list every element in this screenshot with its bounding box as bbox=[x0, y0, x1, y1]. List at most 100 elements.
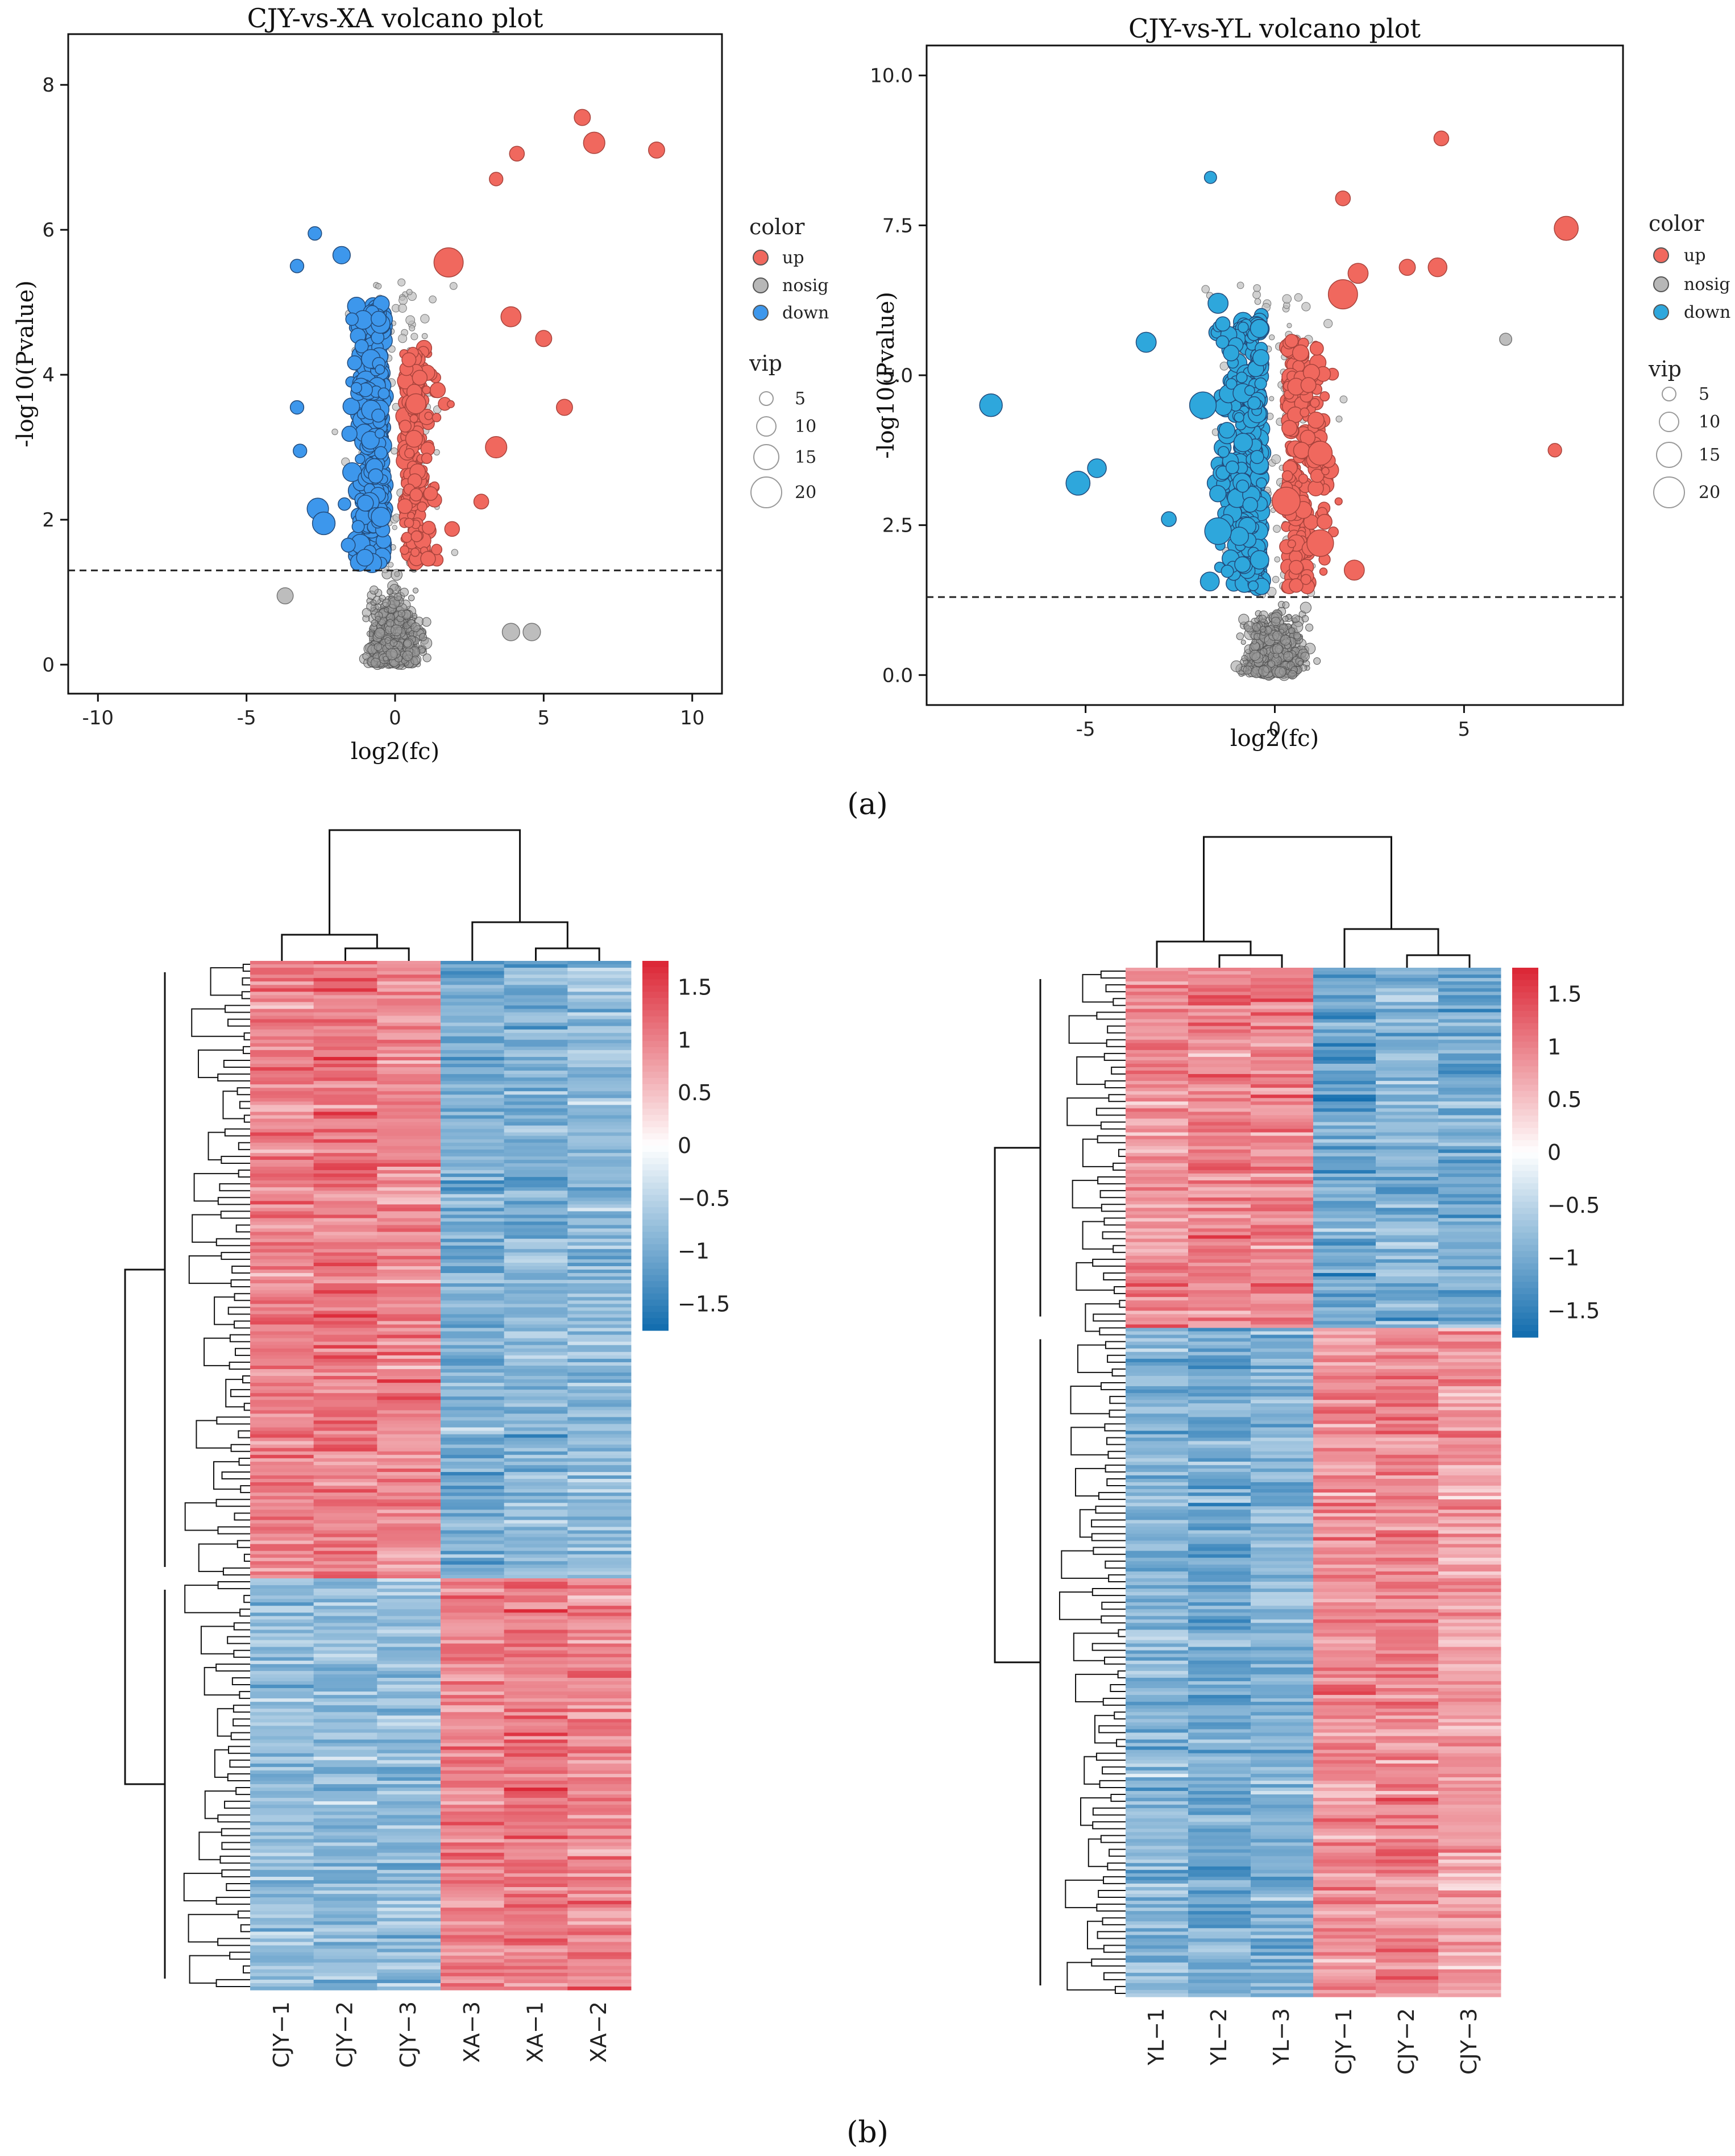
point-nosig bbox=[1269, 334, 1275, 341]
heatmap-cell bbox=[504, 1908, 568, 1912]
heatmap-cell bbox=[441, 1798, 505, 1802]
heatmap-row bbox=[250, 995, 632, 999]
point-nosig bbox=[375, 616, 381, 622]
point-up bbox=[401, 352, 417, 367]
heatmap-cell bbox=[441, 1369, 505, 1373]
heatmap-cell bbox=[567, 1067, 632, 1071]
heatmap-cell bbox=[441, 1564, 505, 1569]
heatmap-row bbox=[250, 1606, 632, 1610]
heatmap-cell bbox=[377, 1077, 441, 1081]
heatmap-cell bbox=[377, 1815, 441, 1819]
point-down bbox=[1215, 335, 1230, 349]
heatmap-cell bbox=[567, 1139, 632, 1143]
color-scale-step bbox=[642, 1151, 669, 1159]
heatmap-cell bbox=[250, 1606, 314, 1610]
heatmap-cell bbox=[250, 1156, 314, 1160]
heatmap-cell bbox=[441, 1835, 505, 1840]
heatmap-row bbox=[250, 1722, 632, 1727]
heatmap-cell bbox=[567, 1071, 632, 1075]
heatmap-cell bbox=[441, 1736, 505, 1740]
heatmap-cell bbox=[504, 1245, 568, 1250]
heatmap-cell bbox=[250, 1763, 314, 1768]
point-up bbox=[509, 146, 525, 162]
heatmap-cell bbox=[504, 1074, 568, 1078]
heatmap-cell bbox=[504, 992, 568, 996]
heatmap-cell bbox=[441, 1002, 505, 1006]
heatmap-cell bbox=[441, 1633, 505, 1637]
heatmap-cell bbox=[313, 1633, 377, 1637]
row-dendrogram-branch bbox=[215, 1663, 250, 1672]
color-scale-step bbox=[642, 1090, 669, 1097]
heatmap-row bbox=[250, 1959, 632, 1963]
heatmap-cell bbox=[250, 1019, 314, 1023]
color-scale-step bbox=[642, 1084, 669, 1091]
heatmap-cell bbox=[504, 1139, 568, 1143]
heatmap-cell bbox=[567, 1640, 632, 1644]
heatmap-cell bbox=[441, 1211, 505, 1216]
heatmap-row bbox=[250, 1948, 632, 1953]
legend-up-marker bbox=[1653, 247, 1669, 263]
color-scale-step bbox=[642, 1047, 669, 1054]
heatmap-cell bbox=[377, 1595, 441, 1599]
heatmap-row bbox=[250, 1743, 632, 1747]
heatmap-cell bbox=[250, 1647, 314, 1651]
heatmap-cell bbox=[313, 1163, 377, 1167]
point-nosig bbox=[1499, 333, 1513, 346]
heatmap-cell bbox=[504, 1883, 568, 1888]
heatmap-row bbox=[250, 1019, 632, 1023]
heatmap-cell bbox=[377, 1482, 441, 1486]
heatmap-cell bbox=[250, 1376, 314, 1380]
heatmap-cell bbox=[250, 1479, 314, 1483]
heatmap-row bbox=[250, 1829, 632, 1833]
heatmap-cell bbox=[441, 1791, 505, 1795]
heatmap-cell bbox=[377, 1533, 441, 1538]
heatmap-cell bbox=[377, 1647, 441, 1651]
heatmap-row bbox=[250, 1077, 632, 1081]
heatmap-cell bbox=[250, 1832, 314, 1836]
heatmap-cell bbox=[567, 1348, 632, 1353]
heatmap-cell bbox=[313, 1314, 377, 1319]
heatmap-cell bbox=[504, 1365, 568, 1370]
heatmap-cell bbox=[313, 1033, 377, 1037]
heatmap-row bbox=[250, 1441, 632, 1445]
heatmap-cell bbox=[313, 1969, 377, 1973]
heatmap-row bbox=[250, 1938, 632, 1943]
heatmap-cell bbox=[377, 988, 441, 992]
heatmap-row bbox=[250, 1592, 632, 1596]
heatmap-cell bbox=[441, 1396, 505, 1400]
heatmap-cell bbox=[504, 1390, 568, 1394]
heatmap-cell bbox=[250, 1496, 314, 1500]
heatmap-cell bbox=[313, 1626, 377, 1631]
heatmap-cell bbox=[250, 1262, 314, 1267]
point-nosig bbox=[398, 304, 407, 313]
heatmap-cell bbox=[250, 1709, 314, 1713]
heatmap-cell bbox=[377, 1214, 441, 1219]
heatmap-cell bbox=[567, 1691, 632, 1695]
heatmap-cell bbox=[313, 1071, 377, 1075]
heatmap-cell bbox=[313, 1773, 377, 1778]
heatmap-cell bbox=[441, 1060, 505, 1064]
heatmap-cell bbox=[441, 1345, 505, 1349]
heatmap-cell bbox=[441, 1026, 505, 1030]
row-dendrogram-branch bbox=[243, 1403, 250, 1411]
heatmap-cell bbox=[441, 961, 505, 965]
heatmap-cell bbox=[313, 1489, 377, 1493]
heatmap-cell bbox=[377, 1938, 441, 1943]
heatmap-cell bbox=[250, 1152, 314, 1157]
heatmap-cell bbox=[377, 1540, 441, 1545]
heatmap-cell bbox=[250, 1612, 314, 1616]
heatmap-cell bbox=[377, 1468, 441, 1473]
heatmap-cell bbox=[504, 1516, 568, 1521]
heatmap-cell bbox=[377, 1969, 441, 1973]
heatmap-cell bbox=[504, 1454, 568, 1459]
heatmap-cell bbox=[377, 1046, 441, 1051]
heatmap-cell bbox=[504, 1571, 568, 1575]
heatmap-cell bbox=[377, 1859, 441, 1864]
heatmap-cell bbox=[377, 971, 441, 975]
point-nosig bbox=[1252, 291, 1261, 299]
heatmap-cell bbox=[504, 1709, 568, 1713]
heatmap-cell bbox=[377, 1527, 441, 1531]
heatmap-cell bbox=[567, 1369, 632, 1373]
heatmap-row bbox=[250, 1475, 632, 1479]
heatmap-cell bbox=[441, 1595, 505, 1599]
